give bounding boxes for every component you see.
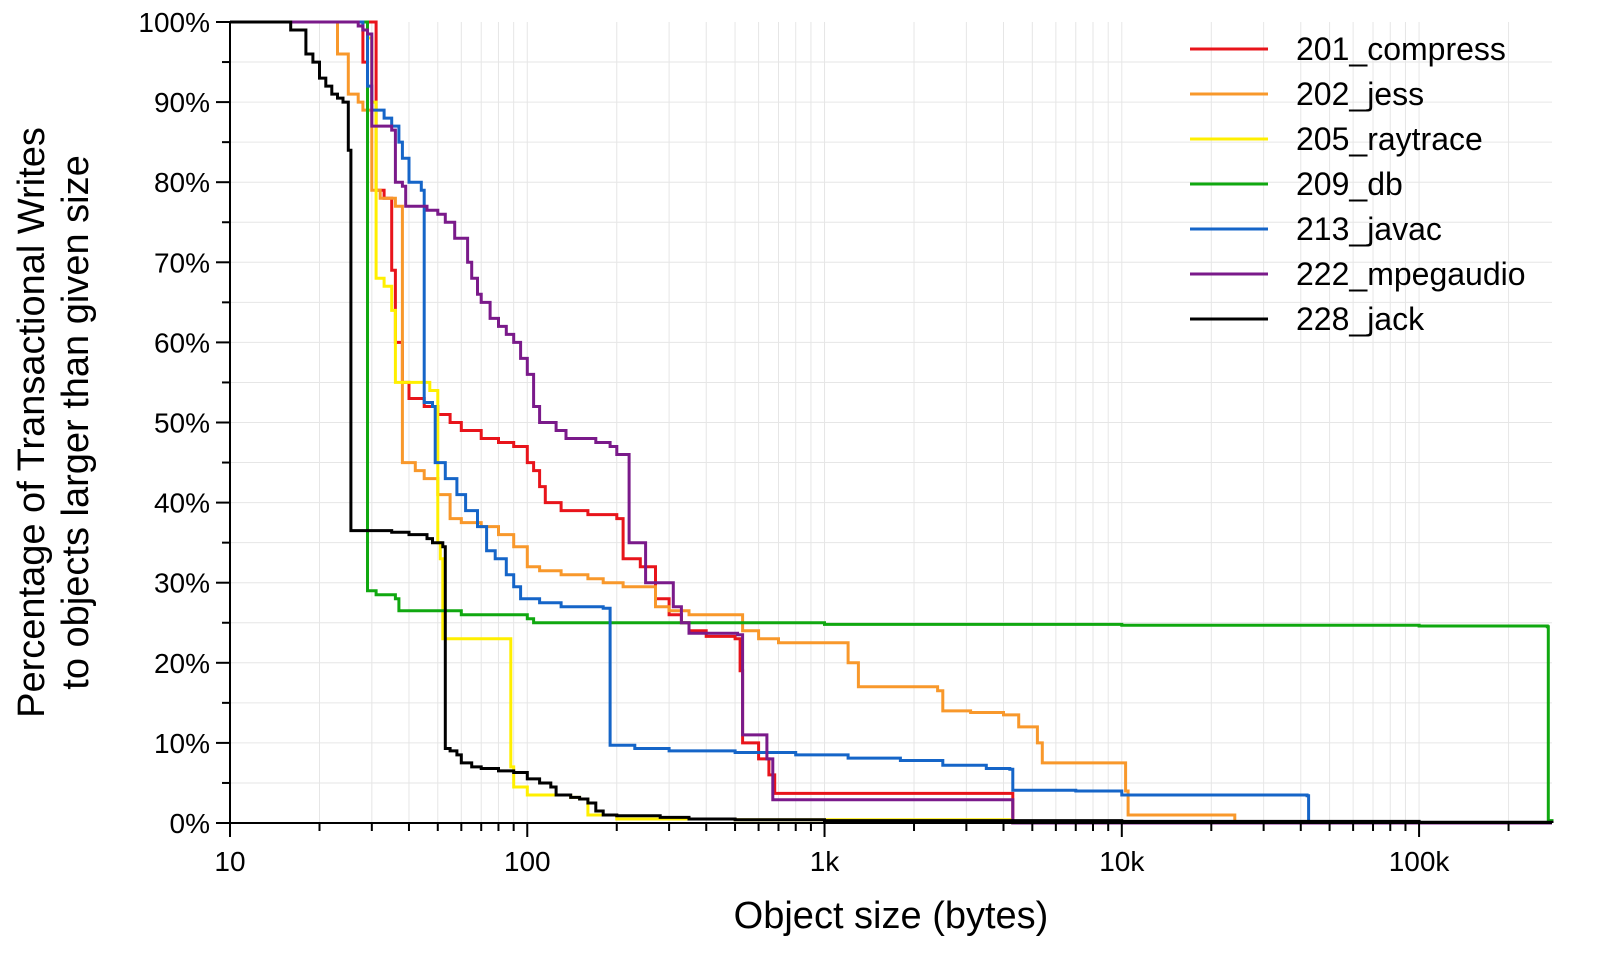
legend-label-222_mpegaudio: 222_mpegaudio bbox=[1296, 256, 1526, 292]
series-line-213_javac bbox=[230, 20, 1552, 825]
axes: 0% 10% 20% 30% 40% 50% 60% 70% 80% 90% 100% 10 100 1k… bbox=[138, 7, 1552, 877]
y-tick-label: 80% bbox=[154, 167, 210, 198]
y-tick-label: 20% bbox=[154, 648, 210, 679]
series-line-228_jack bbox=[230, 20, 1554, 824]
x-tick-label: 1k bbox=[810, 846, 841, 877]
x-tick-label: 10k bbox=[1099, 846, 1145, 877]
y-tick-label: 30% bbox=[154, 568, 210, 599]
y-tick-label: 70% bbox=[154, 247, 210, 278]
y-tick-label: 90% bbox=[154, 87, 210, 118]
legend-label-213_javac: 213_javac bbox=[1296, 211, 1442, 247]
grid-lines bbox=[230, 22, 1552, 823]
legend: 201_compress 202_jess 205_raytrace 209_db 21… bbox=[1190, 31, 1526, 337]
series-lines bbox=[230, 20, 1554, 825]
x-axis-title: Object size (bytes) bbox=[734, 895, 1049, 937]
y-tick-label: 0% bbox=[170, 808, 210, 839]
legend-label-202_jess: 202_jess bbox=[1296, 76, 1424, 112]
y-tick-label: 50% bbox=[154, 408, 210, 439]
series-line-209_db bbox=[230, 20, 1554, 823]
x-tick-label: 100k bbox=[1389, 846, 1451, 877]
y-tick-label: 40% bbox=[154, 488, 210, 519]
legend-label-228_jack: 228_jack bbox=[1296, 301, 1425, 337]
y-axis-title-line: Percentage of Transactional Writes bbox=[11, 127, 53, 718]
y-tick-label: 10% bbox=[154, 728, 210, 759]
y-axis-title: Percentage of Transactional Writesto obj… bbox=[11, 127, 97, 718]
series-line-201_compress bbox=[230, 20, 1552, 825]
series-line-202_jess bbox=[230, 20, 1552, 825]
x-tick-label: 100 bbox=[504, 846, 551, 877]
legend-label-201_compress: 201_compress bbox=[1296, 31, 1506, 67]
y-tick-label: 60% bbox=[154, 327, 210, 358]
series-line-222_mpegaudio bbox=[230, 20, 1552, 825]
y-axis-title-line: to objects larger than given size bbox=[55, 155, 97, 689]
legend-label-209_db: 209_db bbox=[1296, 166, 1403, 202]
legend-label-205_raytrace: 205_raytrace bbox=[1296, 121, 1483, 157]
y-tick-label: 100% bbox=[138, 7, 210, 38]
x-tick-label: 10 bbox=[214, 846, 245, 877]
